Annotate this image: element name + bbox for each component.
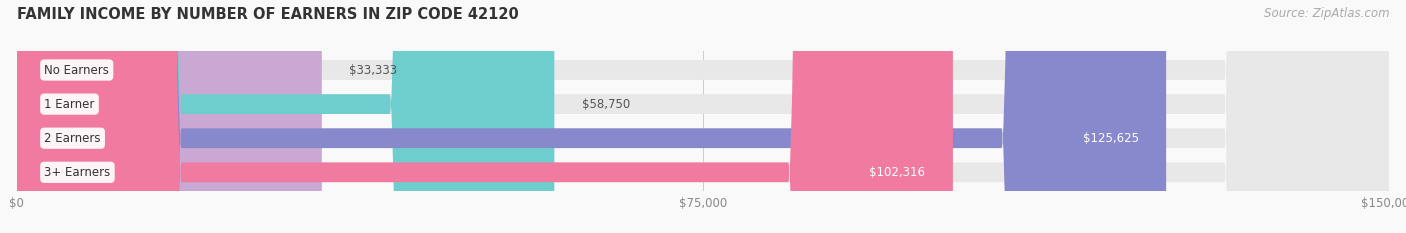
Text: $33,333: $33,333 (349, 64, 398, 76)
Text: 2 Earners: 2 Earners (45, 132, 101, 145)
Text: $125,625: $125,625 (1083, 132, 1139, 145)
FancyBboxPatch shape (17, 0, 1389, 233)
Text: 3+ Earners: 3+ Earners (45, 166, 111, 179)
FancyBboxPatch shape (17, 0, 1389, 233)
Text: $102,316: $102,316 (869, 166, 925, 179)
FancyBboxPatch shape (17, 0, 554, 233)
Text: FAMILY INCOME BY NUMBER OF EARNERS IN ZIP CODE 42120: FAMILY INCOME BY NUMBER OF EARNERS IN ZI… (17, 7, 519, 22)
FancyBboxPatch shape (17, 0, 1389, 233)
Text: 1 Earner: 1 Earner (45, 98, 94, 111)
Text: Source: ZipAtlas.com: Source: ZipAtlas.com (1264, 7, 1389, 20)
FancyBboxPatch shape (17, 0, 953, 233)
Text: $58,750: $58,750 (582, 98, 630, 111)
Text: No Earners: No Earners (45, 64, 110, 76)
FancyBboxPatch shape (17, 0, 1166, 233)
FancyBboxPatch shape (17, 0, 322, 233)
FancyBboxPatch shape (17, 0, 1389, 233)
